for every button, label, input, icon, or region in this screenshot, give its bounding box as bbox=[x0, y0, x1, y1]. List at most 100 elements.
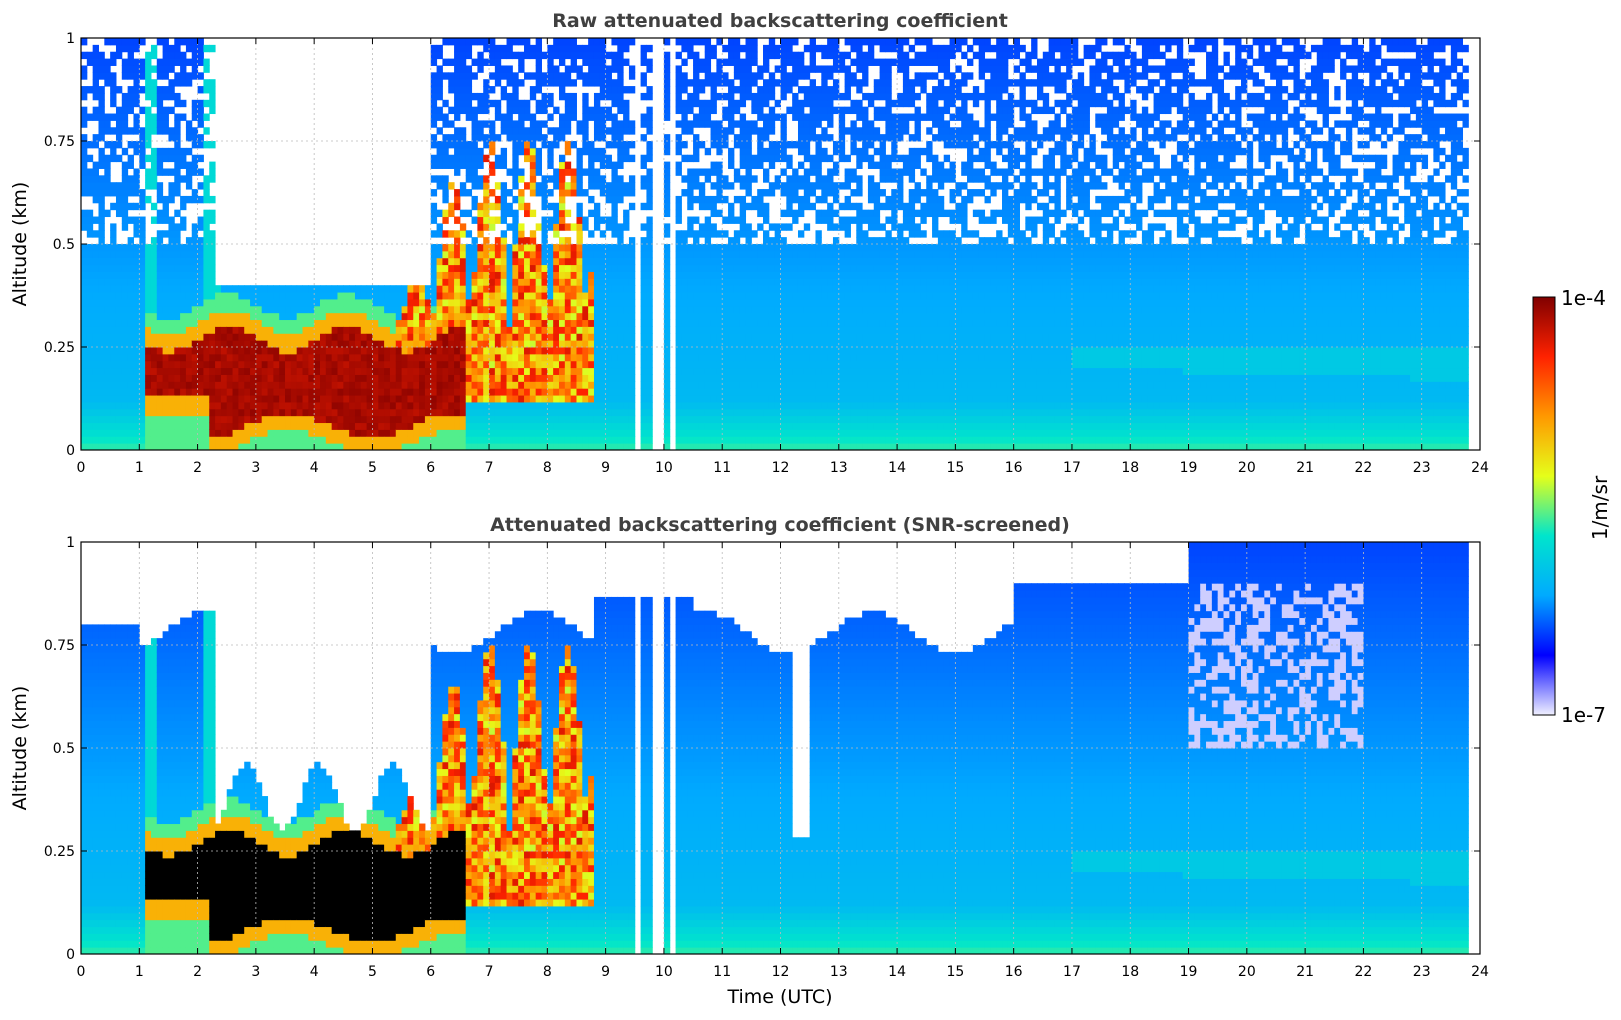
heatmap-cell bbox=[570, 422, 577, 430]
heatmap-cell bbox=[477, 312, 484, 321]
heatmap-cell bbox=[442, 367, 449, 375]
heatmap-cell bbox=[465, 333, 473, 341]
heatmap-cell bbox=[215, 443, 222, 451]
heatmap-cell bbox=[541, 223, 548, 231]
heatmap-cell bbox=[244, 374, 251, 382]
heatmap-cell bbox=[372, 340, 379, 348]
heatmap-cell bbox=[442, 99, 449, 108]
heatmap-cell bbox=[763, 209, 770, 218]
heatmap-cell bbox=[797, 408, 805, 417]
heatmap-cell bbox=[215, 388, 222, 396]
heatmap-cell bbox=[646, 106, 653, 115]
heatmap-cell bbox=[180, 99, 187, 108]
heatmap-cell bbox=[599, 285, 607, 293]
heatmap-cell bbox=[279, 333, 286, 341]
heatmap-cell bbox=[541, 305, 548, 314]
heatmap-cell bbox=[675, 141, 682, 149]
heatmap-cell bbox=[483, 44, 490, 53]
heatmap-cell bbox=[360, 285, 368, 293]
heatmap-cell bbox=[593, 305, 601, 314]
heatmap-cell bbox=[710, 401, 717, 410]
heatmap-cell bbox=[728, 264, 735, 272]
heatmap-cell bbox=[786, 408, 793, 417]
heatmap-cell bbox=[168, 154, 175, 163]
heatmap-cell bbox=[681, 86, 688, 94]
heatmap-cell bbox=[191, 72, 199, 80]
heatmap-cell bbox=[115, 340, 123, 348]
heatmap-cell bbox=[290, 436, 298, 444]
heatmap-cell bbox=[739, 182, 747, 190]
heatmap-cell bbox=[704, 58, 712, 66]
heatmap-cell bbox=[512, 182, 519, 190]
heatmap-cell bbox=[792, 195, 799, 204]
heatmap-cell bbox=[780, 72, 787, 80]
heatmap-cell bbox=[349, 333, 356, 341]
heatmap-cell bbox=[797, 271, 805, 279]
heatmap-cell bbox=[745, 395, 752, 403]
heatmap-cell bbox=[797, 113, 805, 121]
heatmap-cell bbox=[162, 168, 169, 176]
heatmap-cell bbox=[518, 298, 525, 307]
heatmap-cell bbox=[541, 189, 548, 197]
heatmap-cell bbox=[150, 319, 158, 327]
heatmap-cell bbox=[489, 333, 496, 341]
heatmap-cell bbox=[436, 182, 443, 190]
heatmap-cell bbox=[220, 408, 228, 417]
heatmap-cell bbox=[209, 319, 216, 327]
heatmap-cell bbox=[611, 347, 618, 355]
heatmap-cell bbox=[168, 408, 175, 417]
heatmap-cell bbox=[156, 120, 164, 128]
heatmap-cell bbox=[646, 230, 653, 238]
heatmap-cell bbox=[285, 381, 292, 389]
heatmap-cell bbox=[774, 422, 781, 430]
heatmap-cell bbox=[209, 374, 216, 382]
heatmap-cell bbox=[331, 422, 338, 430]
heatmap-cell bbox=[693, 79, 700, 87]
heatmap-cell bbox=[308, 422, 315, 430]
heatmap-cell bbox=[92, 415, 99, 424]
heatmap-cell bbox=[92, 141, 99, 149]
heatmap-cell bbox=[774, 415, 781, 424]
heatmap-cell bbox=[780, 374, 787, 382]
heatmap-cell bbox=[121, 415, 129, 424]
heatmap-cell bbox=[506, 340, 513, 348]
heatmap-cell bbox=[384, 429, 391, 437]
heatmap-cell bbox=[605, 443, 612, 451]
heatmap-cell bbox=[366, 374, 373, 382]
heatmap-cell bbox=[518, 189, 525, 197]
heatmap-cell bbox=[477, 298, 484, 307]
heatmap-cell bbox=[465, 292, 473, 300]
heatmap-cell bbox=[145, 264, 152, 272]
heatmap-cell bbox=[133, 72, 140, 80]
heatmap-cell bbox=[588, 408, 595, 417]
heatmap-cell bbox=[774, 408, 781, 417]
heatmap-cell bbox=[757, 92, 764, 101]
heatmap-cell bbox=[605, 271, 612, 279]
heatmap-cell bbox=[675, 319, 682, 327]
heatmap-cell bbox=[389, 312, 397, 321]
heatmap-cell bbox=[156, 127, 164, 135]
heatmap-cell bbox=[786, 202, 793, 211]
heatmap-cell bbox=[273, 312, 280, 321]
heatmap-cell bbox=[663, 92, 671, 101]
heatmap-cell bbox=[92, 374, 99, 382]
heatmap-cell bbox=[733, 120, 741, 128]
heatmap-cell bbox=[343, 415, 350, 424]
heatmap-cell bbox=[203, 292, 210, 300]
heatmap-cell bbox=[757, 244, 764, 252]
heatmap-cell bbox=[308, 340, 315, 348]
heatmap-cell bbox=[226, 395, 234, 403]
heatmap-cell bbox=[506, 436, 513, 444]
heatmap-cell bbox=[407, 422, 414, 430]
heatmap-cell bbox=[780, 58, 787, 66]
heatmap-cell bbox=[180, 395, 187, 403]
heatmap-cell bbox=[150, 305, 158, 314]
heatmap-cell bbox=[81, 86, 88, 94]
heatmap-cell bbox=[86, 271, 94, 279]
heatmap-cell bbox=[459, 312, 467, 321]
heatmap-cell bbox=[640, 305, 647, 314]
heatmap-cell bbox=[477, 443, 484, 451]
heatmap-cell bbox=[185, 312, 193, 321]
heatmap-cell bbox=[168, 333, 175, 341]
heatmap-cell bbox=[780, 154, 787, 163]
